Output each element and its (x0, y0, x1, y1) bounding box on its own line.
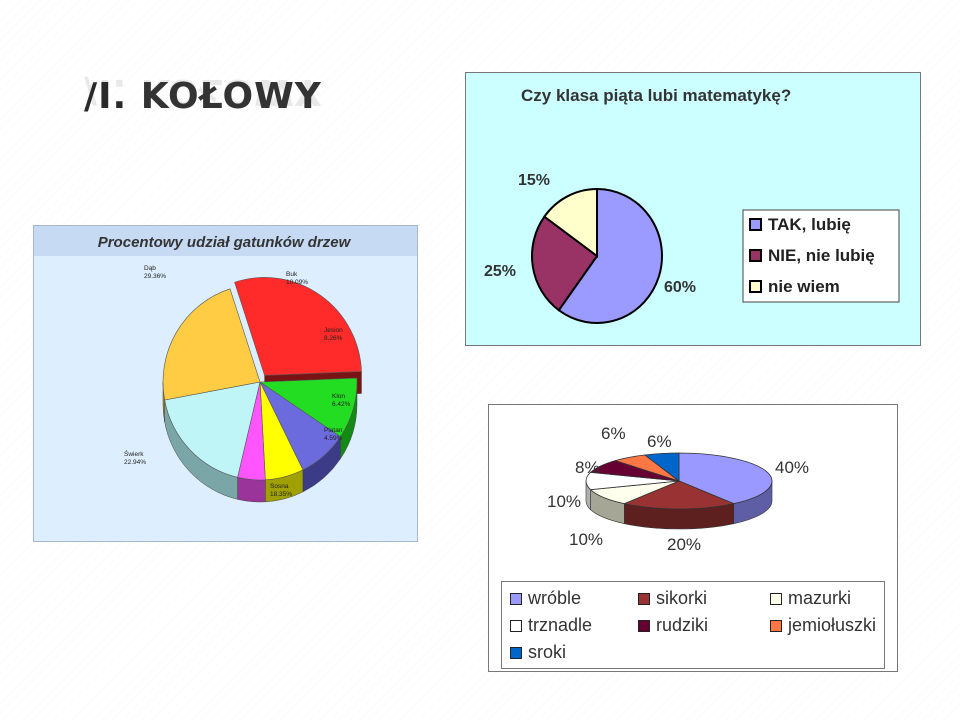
tree-value-platan: 4.59% (324, 435, 343, 442)
title-prefix: /I. (84, 76, 128, 117)
tree-side-platan (237, 477, 266, 503)
birds-legend-swatch-mazurki (770, 592, 782, 605)
math-legend-box (742, 209, 900, 303)
birds-legend-item-sroki: sroki (510, 642, 566, 663)
tree-label-klon: Klon (332, 393, 345, 400)
birds-chart: 40% 20% 10% 10% 8% 6% 6% wróble sikorki mazurki t… (488, 404, 898, 672)
birds-legend-item-jemioluszki: jemiołuszki (770, 615, 876, 636)
math-legend-label-tak-lubie: TAK, lubię (768, 215, 851, 234)
tree-value-jesion: 8.26% (324, 335, 343, 342)
birds-value-wroble: 40% (775, 458, 809, 477)
birds-legend-item-rudziki: rudziki (638, 615, 708, 636)
birds-legend-label-sikorki: sikorki (656, 588, 708, 608)
birds-legend: wróble sikorki mazurki trznadle rudziki jemio… (501, 581, 885, 669)
math-value-tak-lubie: 60% (664, 279, 696, 296)
birds-legend-item-sikorki: sikorki (638, 588, 707, 609)
birds-legend-label-rudziki: rudziki (656, 615, 709, 635)
birds-legend-swatch-wroble (510, 592, 522, 605)
tree-slice-sosna (164, 381, 261, 478)
birds-pie-slices (585, 452, 773, 510)
birds-legend-item-trznadle: trznadle (510, 615, 592, 636)
birds-value-sikorki: 20% (667, 535, 701, 554)
title-main: KOŁOWY (140, 76, 322, 117)
math-slice-nie-wiem (543, 187, 598, 258)
tree-label-jesion: Jesion (324, 327, 343, 334)
title-reflection: /I. KOŁOWY (84, 71, 322, 112)
tree-label-swierk: Świerk (124, 449, 144, 458)
tree-value-sosna: 18.35% (270, 491, 292, 498)
tree-chart-title: Procentowy udział gatunków drzew (98, 234, 352, 251)
birds-legend-swatch-sikorki (638, 592, 650, 605)
tree-label-buk: Buk (286, 271, 298, 278)
tree-value-dab: 29.36% (144, 273, 166, 280)
math-legend-label-nie-nie-lubie: NIE, nie lubię (768, 246, 875, 265)
math-legend-swatch-tak-lubie (749, 218, 762, 231)
birds-legend-item-mazurki: mazurki (770, 588, 851, 609)
birds-value-sroki: 6% (647, 432, 672, 451)
birds-legend-label-sroki: sroki (528, 642, 567, 662)
math-slice-tak-lubie (557, 187, 663, 324)
tree-value-buk: 10.09% (286, 279, 308, 286)
birds-pie-labels: 40%20%10%10%8%6% 6% (547, 424, 809, 554)
birds-slice-wroble (678, 452, 773, 505)
math-legend-swatch-nie-wiem (749, 280, 762, 293)
birds-legend-swatch-trznadle (510, 619, 522, 632)
math-value-nie-nie-lubie: 25% (484, 263, 516, 280)
birds-legend-label-mazurki: mazurki (788, 588, 852, 608)
birds-legend-item-wroble: wróble (510, 588, 581, 609)
birds-legend-label-jemioluszki: jemiołuszki (788, 615, 877, 635)
math-value-nie-wiem: 15% (518, 172, 550, 189)
math-chart-title: Czy klasa piąta lubi matematykę? (521, 86, 791, 105)
birds-value-rudziki: 8% (575, 458, 600, 477)
slide-title: /I. KOŁOWY (84, 76, 322, 117)
birds-legend-swatch-rudziki (638, 619, 650, 632)
math-pie-labels: 60% 25% 15% (484, 172, 696, 296)
math-legend: TAK, lubię NIE, nie lubię nie wiem (749, 215, 875, 296)
birds-value-jemioluszki: 6% (601, 424, 626, 443)
math-survey-chart: Czy klasa piąta lubi matematykę? 60% 25% 1… (465, 72, 921, 346)
birds-legend-label-wroble: wróble (528, 588, 582, 608)
math-chart-background (466, 73, 920, 345)
tree-species-pie: Procentowy udział gatunków drzew Dąb29.3… (34, 226, 417, 541)
math-pie-slices (531, 187, 663, 324)
tree-label-dab: Dąb (144, 265, 156, 272)
birds-value-trznadle: 10% (547, 492, 581, 511)
tree-value-klon: 6.42% (332, 401, 351, 408)
math-survey-pie: Czy klasa piąta lubi matematykę? 60% 25% 1… (466, 73, 920, 345)
birds-slice-sroki (643, 452, 680, 482)
tree-label-sosna: Sosna (270, 483, 289, 490)
birds-legend-swatch-sroki (510, 646, 522, 659)
birds-value-mazurki: 10% (569, 530, 603, 549)
math-legend-label-nie-wiem: nie wiem (768, 277, 840, 296)
birds-slice-sikorki (623, 480, 735, 510)
tree-slice-dab (234, 277, 362, 376)
tree-label-platan: Platan (324, 427, 343, 434)
math-legend-swatch-nie-nie-lubie (749, 249, 762, 262)
birds-legend-label-trznadle: trznadle (528, 615, 593, 635)
birds-pie-sides (585, 480, 773, 530)
math-slice-nie-nie-lubie (531, 215, 599, 312)
tree-species-chart: Procentowy udział gatunków drzew Dąb 29.3… (33, 225, 418, 542)
tree-pie-slices (162, 277, 362, 481)
tree-slice-swierk (162, 288, 261, 401)
tree-title-band (34, 226, 417, 256)
tree-value-swierk: 22.94% (124, 459, 146, 466)
birds-legend-swatch-jemioluszki (770, 619, 782, 632)
